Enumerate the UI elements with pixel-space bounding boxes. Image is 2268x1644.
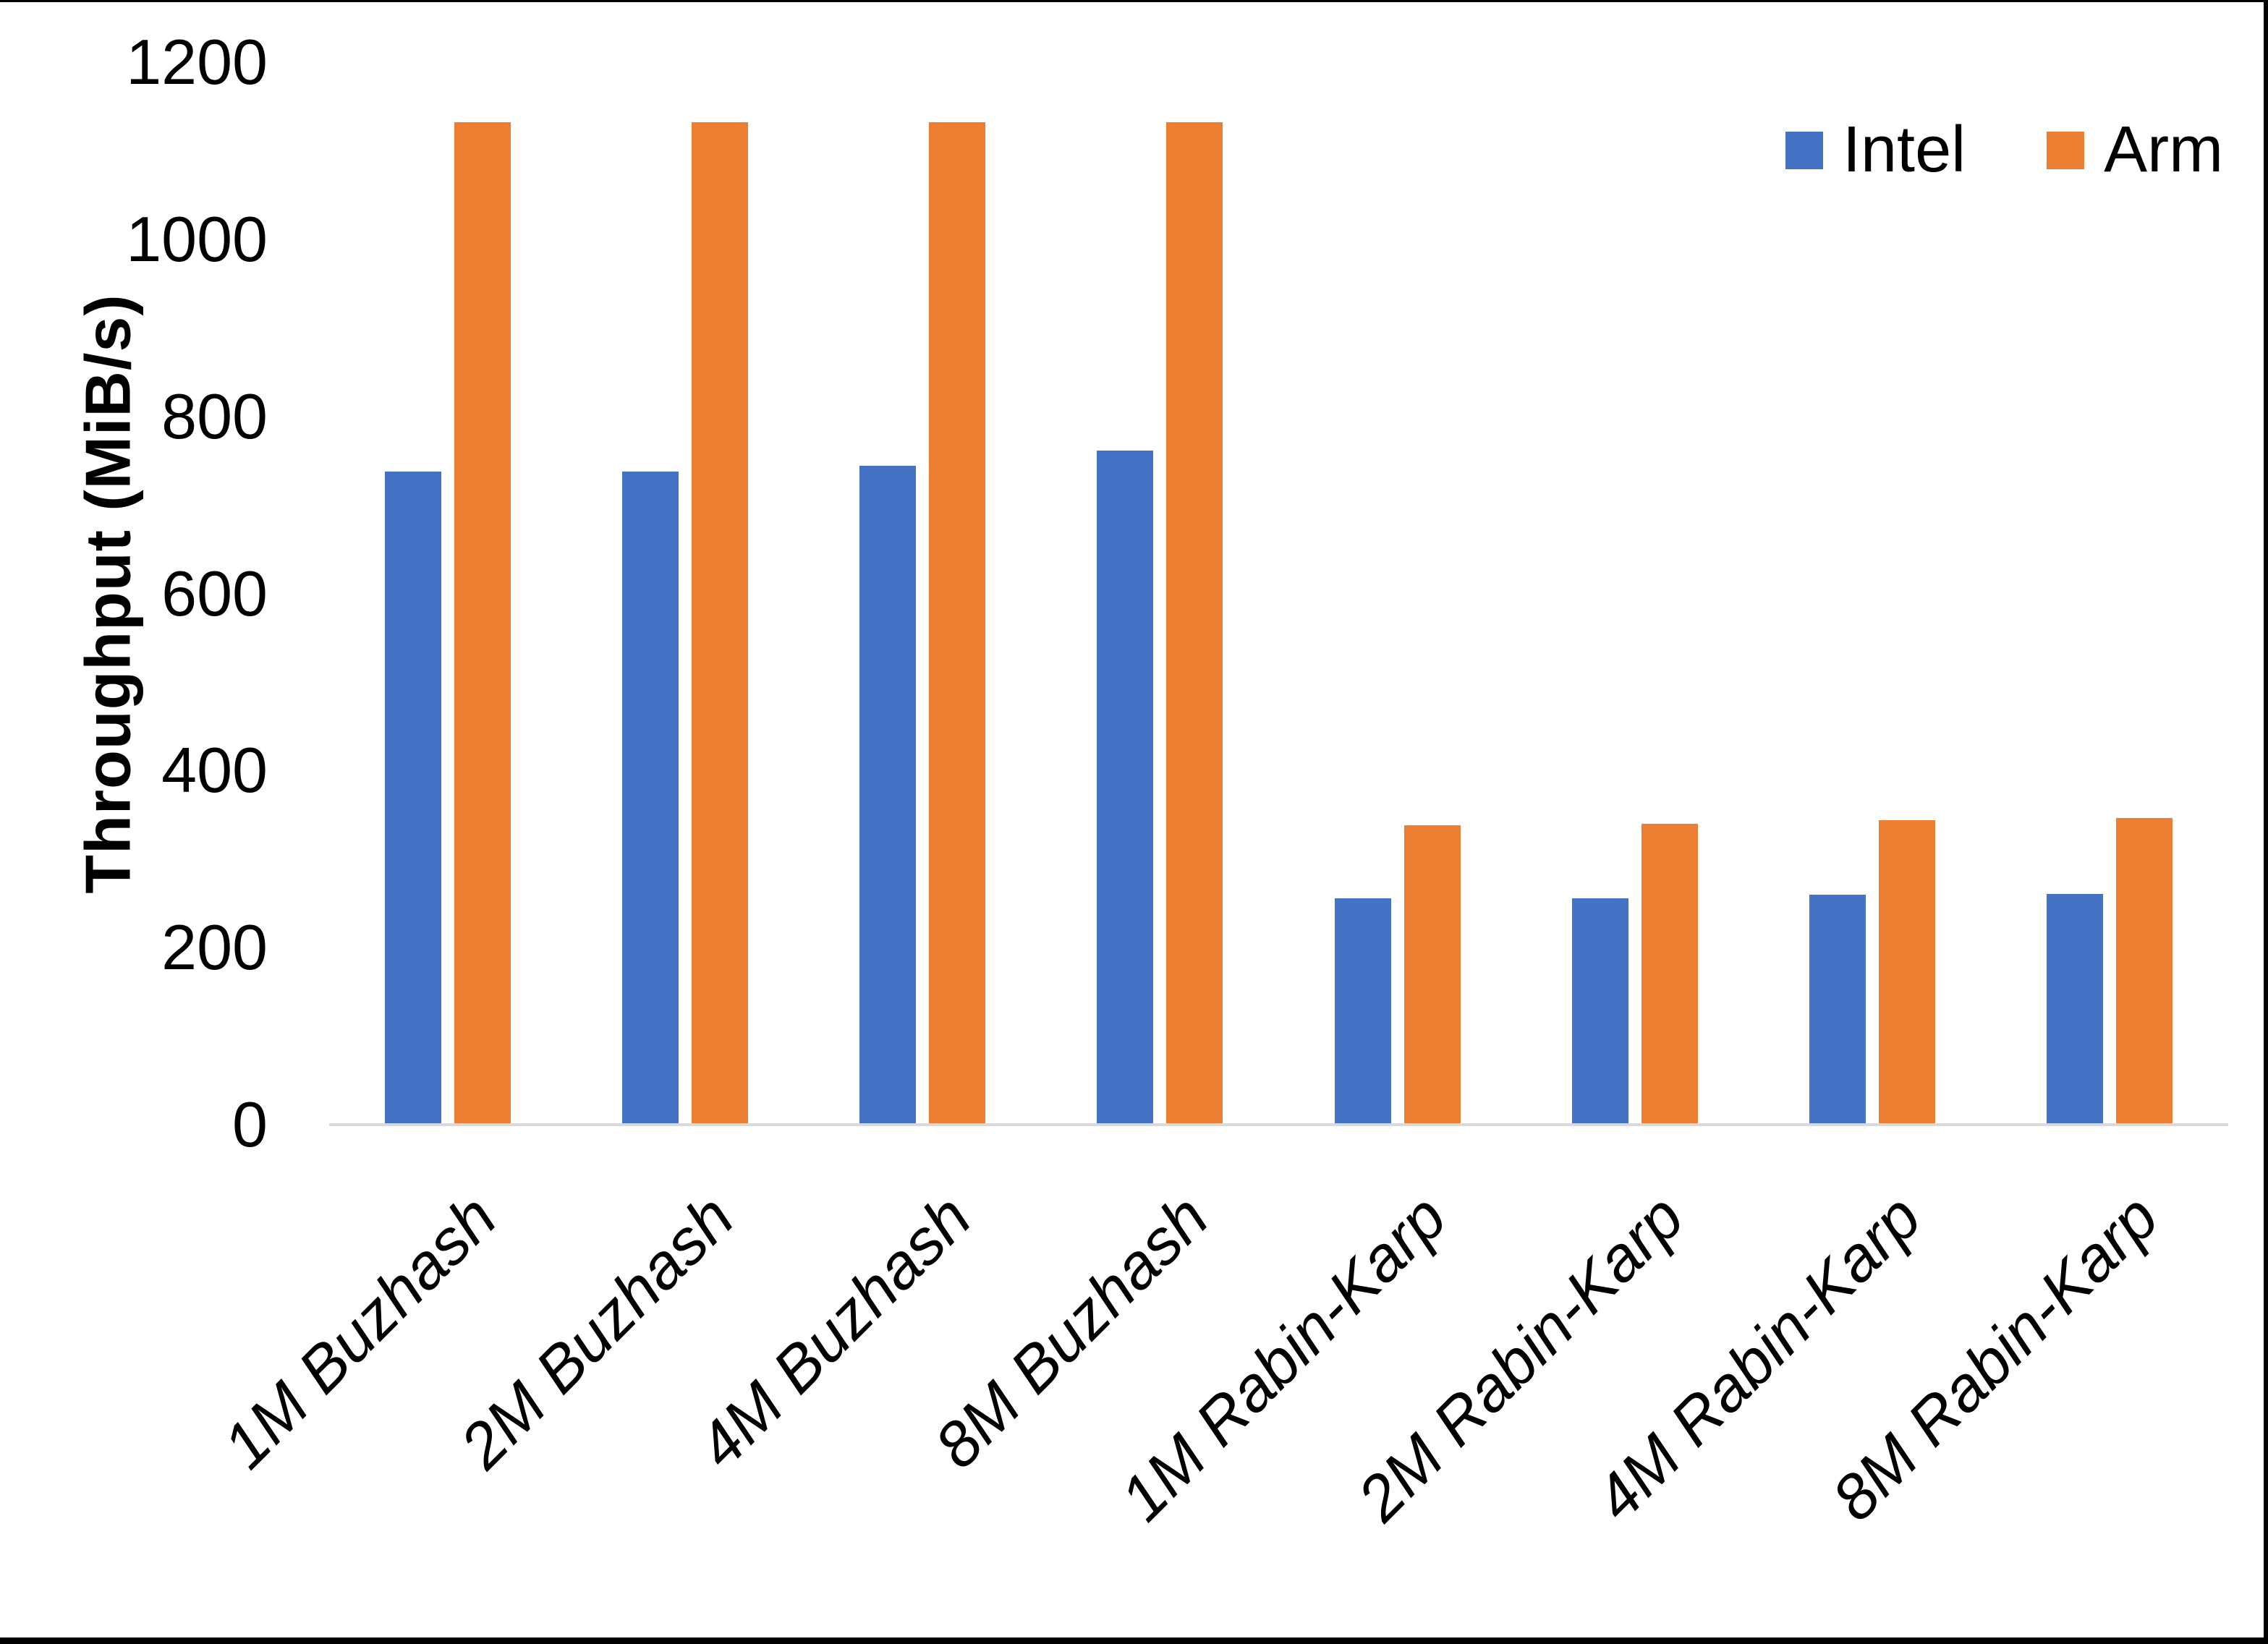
bar-group-4m-buzhash [804,62,1041,1125]
y-tick-label-0: 0 [232,1089,268,1160]
bar-group-8m-rabin-karp [1991,62,2228,1125]
screenshot-top-border [0,0,2268,2]
bar-intel-8m-buzhash [1097,451,1154,1125]
legend-swatch-intel [1785,131,1823,169]
bar-intel-2m-rabin-karp [1571,898,1628,1125]
bar-arm-8m-rabin-karp [2115,818,2173,1125]
bar-arm-1m-buzhash [454,122,511,1125]
y-tick-label-400: 400 [161,734,268,806]
bar-group-4m-rabin-karp [1754,62,1991,1125]
y-tick-label-1000: 1000 [126,203,268,275]
bar-arm-8m-buzhash [1166,122,1223,1125]
bar-intel-4m-rabin-karp [1809,894,1866,1125]
legend-label-arm: Arm [2104,114,2224,186]
bar-group-8m-buzhash [1041,62,1278,1125]
bar-group-2m-buzhash [566,62,804,1125]
legend-label-intel: Intel [1843,114,1966,186]
y-tick-label-800: 800 [161,380,268,452]
bar-arm-4m-rabin-karp [1878,819,1935,1125]
bar-intel-4m-buzhash [859,466,917,1125]
y-axis-title-text: Throughput (MiB/s) [72,293,144,894]
screenshot-bottom-border [0,1637,2268,1644]
bar-arm-2m-rabin-karp [1641,823,1698,1125]
screenshot-right-border [2264,0,2268,1644]
bar-group-1m-buzhash [329,62,566,1125]
bar-arm-4m-buzhash [929,122,986,1125]
bar-intel-1m-rabin-karp [1334,898,1391,1125]
legend: Intel Arm [1785,113,2223,187]
bar-group-2m-rabin-karp [1516,62,1754,1125]
bar-intel-8m-rabin-karp [2046,893,2103,1125]
y-tick-label-1200: 1200 [126,26,268,98]
bar-group-1m-rabin-karp [1279,62,1516,1125]
y-tick-label-600: 600 [161,557,268,629]
bar-intel-2m-buzhash [622,471,679,1125]
plot-area [329,62,2228,1125]
legend-swatch-arm [2047,131,2085,169]
bar-arm-2m-buzhash [692,122,749,1125]
bar-intel-1m-buzhash [385,471,442,1125]
x-axis-line [329,1123,2228,1126]
bar-arm-1m-rabin-karp [1403,825,1461,1125]
y-tick-label-200: 200 [161,911,268,984]
